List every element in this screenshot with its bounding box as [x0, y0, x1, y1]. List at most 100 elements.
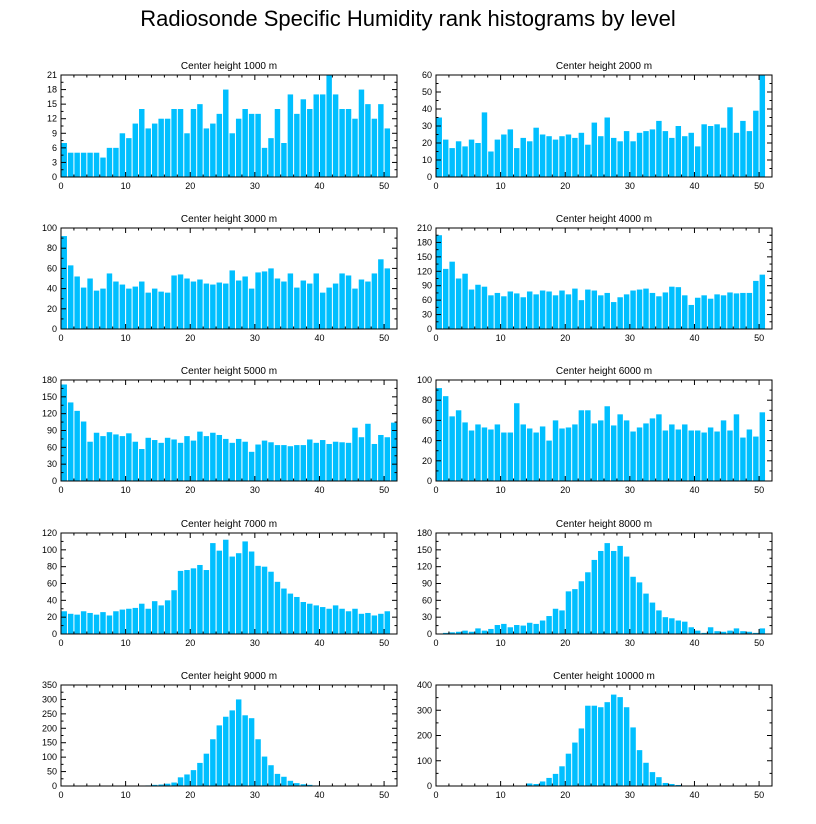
x-tick-label: 50	[754, 333, 764, 343]
histogram-bar	[656, 414, 662, 481]
histogram-panel-10: Center height 10000 m 0 10 20 30 40 50 0 100 200 3…	[417, 671, 773, 800]
histogram-bar	[203, 436, 210, 481]
histogram-bar	[578, 300, 585, 329]
histogram-bar	[313, 442, 319, 481]
histogram-bar	[80, 152, 87, 177]
histogram-bar	[701, 432, 707, 481]
y-tick-label: 30	[422, 121, 432, 131]
histogram-bar	[339, 442, 345, 481]
histogram-bar	[313, 94, 319, 177]
y-tick-label: 200	[42, 723, 57, 733]
histogram-bar	[701, 295, 707, 329]
histogram-bar	[190, 770, 197, 786]
y-tick-label: 40	[47, 595, 57, 605]
histogram-bar	[662, 430, 669, 481]
histogram-bar	[378, 104, 384, 177]
histogram-bar	[649, 772, 656, 786]
histogram-bar	[526, 783, 533, 786]
histogram-bar	[235, 118, 242, 177]
histogram-bar	[235, 438, 242, 481]
histogram-bar	[248, 288, 255, 329]
histogram-bar	[67, 613, 74, 634]
y-tick-label: 80	[47, 562, 57, 572]
histogram-bar	[565, 134, 572, 177]
histogram-bar	[248, 113, 255, 177]
x-tick-label: 30	[625, 485, 635, 495]
histogram-bar	[559, 610, 565, 634]
histogram-bar	[623, 131, 630, 177]
histogram-bar	[190, 568, 197, 634]
histogram-bar	[539, 781, 546, 786]
histogram-bar	[733, 132, 740, 177]
panel-title: Center height 2000 m	[556, 61, 652, 72]
histogram-bar	[164, 292, 171, 329]
x-tick-label: 20	[560, 485, 570, 495]
y-tick-label: 50	[47, 767, 57, 777]
histogram-bar	[481, 427, 488, 481]
histogram-bar	[255, 444, 261, 481]
histogram-bar	[151, 601, 158, 634]
y-tick-label: 0	[427, 781, 432, 791]
histogram-bar	[559, 766, 565, 786]
histogram-bar	[87, 278, 93, 329]
histogram-bar	[533, 294, 539, 329]
y-tick-label: 120	[417, 266, 432, 276]
histogram-bar	[720, 127, 727, 177]
histogram-bar	[688, 627, 694, 634]
histogram-bar	[268, 268, 274, 329]
histogram-bar	[371, 118, 378, 177]
x-tick-label: 40	[314, 333, 324, 343]
histogram-bar	[229, 710, 235, 786]
x-tick-label: 10	[121, 790, 131, 800]
panel-title: Center height 4000 m	[556, 214, 652, 225]
histogram-bar	[759, 628, 766, 634]
histogram-bar	[585, 289, 591, 329]
y-tick-label: 0	[427, 629, 432, 639]
histogram-bar	[488, 628, 494, 634]
histogram-bar	[565, 591, 572, 634]
y-tick-label: 300	[42, 694, 57, 704]
y-tick-label: 3	[52, 157, 57, 167]
histogram-bar	[468, 430, 475, 481]
histogram-bar	[210, 543, 216, 634]
histogram-bar	[242, 441, 248, 481]
histogram-bar	[139, 109, 145, 177]
histogram-bar	[662, 292, 669, 329]
histogram-bar	[216, 113, 223, 177]
histogram-bar	[255, 272, 261, 329]
histogram-bar	[287, 593, 294, 634]
x-tick-label: 50	[754, 790, 764, 800]
panel-title: Center height 9000 m	[181, 671, 277, 682]
histogram-bar	[158, 442, 164, 481]
x-tick-label: 20	[560, 790, 570, 800]
x-tick-label: 20	[560, 333, 570, 343]
histogram-bar	[468, 631, 475, 634]
histogram-bar	[132, 441, 139, 481]
histogram-bar	[507, 432, 514, 481]
plot-frame	[435, 684, 773, 787]
histogram-bar	[268, 765, 274, 786]
histogram-bar	[759, 274, 766, 329]
histogram-bar	[727, 292, 733, 329]
histogram-bar	[694, 146, 701, 177]
histogram-bar	[319, 94, 326, 177]
histogram-bar	[197, 564, 203, 634]
histogram-bar	[139, 603, 145, 634]
histogram-bar	[171, 782, 177, 786]
y-tick-label: 300	[417, 705, 432, 715]
x-tick-label: 0	[58, 790, 63, 800]
histogram-bar	[572, 137, 578, 177]
histogram-bar	[578, 581, 585, 634]
x-tick-label: 10	[496, 333, 506, 343]
histogram-bar	[636, 582, 643, 634]
histogram-bar	[753, 280, 759, 329]
histogram-bar	[61, 611, 67, 634]
histogram-bar	[242, 276, 248, 329]
y-tick-label: 6	[52, 143, 57, 153]
histogram-bar	[281, 281, 287, 329]
histogram-bar	[229, 133, 235, 177]
histogram-bar	[449, 148, 455, 177]
histogram-bar	[449, 416, 455, 481]
x-tick-label: 30	[250, 790, 260, 800]
histogram-bar	[358, 613, 365, 634]
